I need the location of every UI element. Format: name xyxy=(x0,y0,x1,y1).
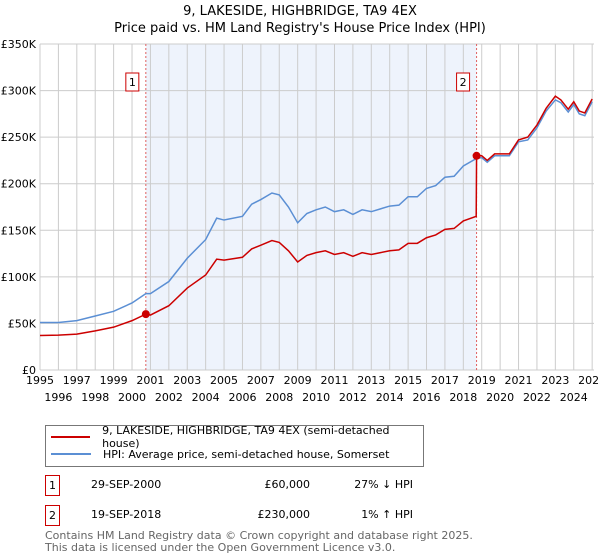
sale-marker: 2 xyxy=(45,505,60,526)
x-tick-label: 1996 xyxy=(44,391,72,404)
sale-hpi-diff: 1% ↑ HPI xyxy=(361,508,413,521)
x-tick-label: 2004 xyxy=(192,391,220,404)
legend: 9, LAKESIDE, HIGHBRIDGE, TA9 4EX (semi-d… xyxy=(45,424,424,467)
footer-licence: This data is licensed under the Open Gov… xyxy=(45,541,396,554)
x-tick-label: 2012 xyxy=(339,391,367,404)
legend-label: HPI: Average price, semi-detached house,… xyxy=(103,447,390,461)
x-tick-label: 2000 xyxy=(118,391,146,404)
legend-swatch xyxy=(51,453,91,455)
sale-label: 1 xyxy=(129,76,136,89)
sale-hpi-diff: 27% ↓ HPI xyxy=(354,478,413,491)
x-tick-label: 2005 xyxy=(210,374,238,387)
y-tick-label: £300K xyxy=(1,85,37,98)
series-line xyxy=(40,98,593,324)
price-chart: 1995 1996 1997 1998 1999 2000 2001 2002 2003 2004… xyxy=(1,38,600,404)
sale-date: 19-SEP-2018 xyxy=(91,508,162,521)
x-tick-label: 2016 xyxy=(413,391,441,404)
x-tick-label: 2023 xyxy=(541,374,569,387)
series-line xyxy=(39,95,593,337)
x-tick-label: 2001 xyxy=(136,374,164,387)
sale-price: £230,000 xyxy=(257,508,311,521)
footer-copyright: Contains HM Land Registry data © Crown c… xyxy=(45,529,473,542)
x-tick-label: 2020 xyxy=(486,391,514,404)
x-tick-label: 2018 xyxy=(449,391,477,404)
y-tick-label: £200K xyxy=(1,178,37,191)
x-tick-label: 2014 xyxy=(376,391,404,404)
sale-price: £60,000 xyxy=(264,478,311,491)
x-tick-label: 2009 xyxy=(284,374,312,387)
chart-subtitle: Price paid vs. HM Land Registry's House … xyxy=(114,21,486,36)
x-tick-label: 1995 xyxy=(26,374,54,387)
x-tick-label: 2015 xyxy=(394,374,422,387)
legend-label: 9, LAKESIDE, HIGHBRIDGE, TA9 4EX (semi-d… xyxy=(102,424,390,450)
y-tick-label: £350K xyxy=(1,38,37,51)
x-tick-label: 2007 xyxy=(247,374,275,387)
footer: Contains HM Land Registry data © Crown c… xyxy=(45,530,473,554)
x-tick-label: 2024 xyxy=(560,391,588,404)
x-tick-label: 2019 xyxy=(468,374,496,387)
x-tick-label: 2010 xyxy=(302,391,330,404)
sale-date: 29-SEP-2000 xyxy=(91,478,162,491)
chart-title: 9, LAKESIDE, HIGHBRIDGE, TA9 4EX xyxy=(183,4,417,19)
legend-item-hpi: HPI: Average price, semi-detached house,… xyxy=(46,446,389,462)
shaded-ownership-period xyxy=(145,44,477,370)
x-tick-label: 2006 xyxy=(228,391,256,404)
y-tick-label: £100K xyxy=(1,271,37,284)
y-tick-label: £0 xyxy=(22,364,36,377)
x-tick-label: 2002 xyxy=(155,391,183,404)
x-tick-label: 2017 xyxy=(431,374,459,387)
legend-item-property: 9, LAKESIDE, HIGHBRIDGE, TA9 4EX (semi-d… xyxy=(46,424,423,450)
sale-marker: 1 xyxy=(45,475,60,496)
sale-label-box xyxy=(456,72,471,92)
x-tick-label: 1999 xyxy=(100,374,128,387)
y-tick-label: £150K xyxy=(1,224,37,237)
x-tick-label: 1998 xyxy=(81,391,109,404)
x-tick-label: 2008 xyxy=(265,391,293,404)
sale-point xyxy=(141,310,150,319)
x-tick-label: 2021 xyxy=(505,374,533,387)
sale-label-box xyxy=(125,72,140,92)
sale-label: 2 xyxy=(460,76,467,89)
legend-swatch xyxy=(51,436,91,438)
x-tick-label: 1997 xyxy=(63,374,91,387)
x-tick-label: 2003 xyxy=(173,374,201,387)
x-tick-label: 2013 xyxy=(357,374,385,387)
x-tick-label: 2022 xyxy=(523,391,551,404)
sale-row: 2 19-SEP-2018 £230,000 1% ↑ HPI xyxy=(45,505,445,526)
y-tick-label: £50K xyxy=(8,317,37,330)
x-tick-label: 2025 xyxy=(578,374,600,387)
y-tick-label: £250K xyxy=(1,131,37,144)
sale-point xyxy=(472,151,481,160)
x-tick-label: 2011 xyxy=(320,374,348,387)
sale-row: 1 29-SEP-2000 £60,000 27% ↓ HPI xyxy=(45,475,445,496)
